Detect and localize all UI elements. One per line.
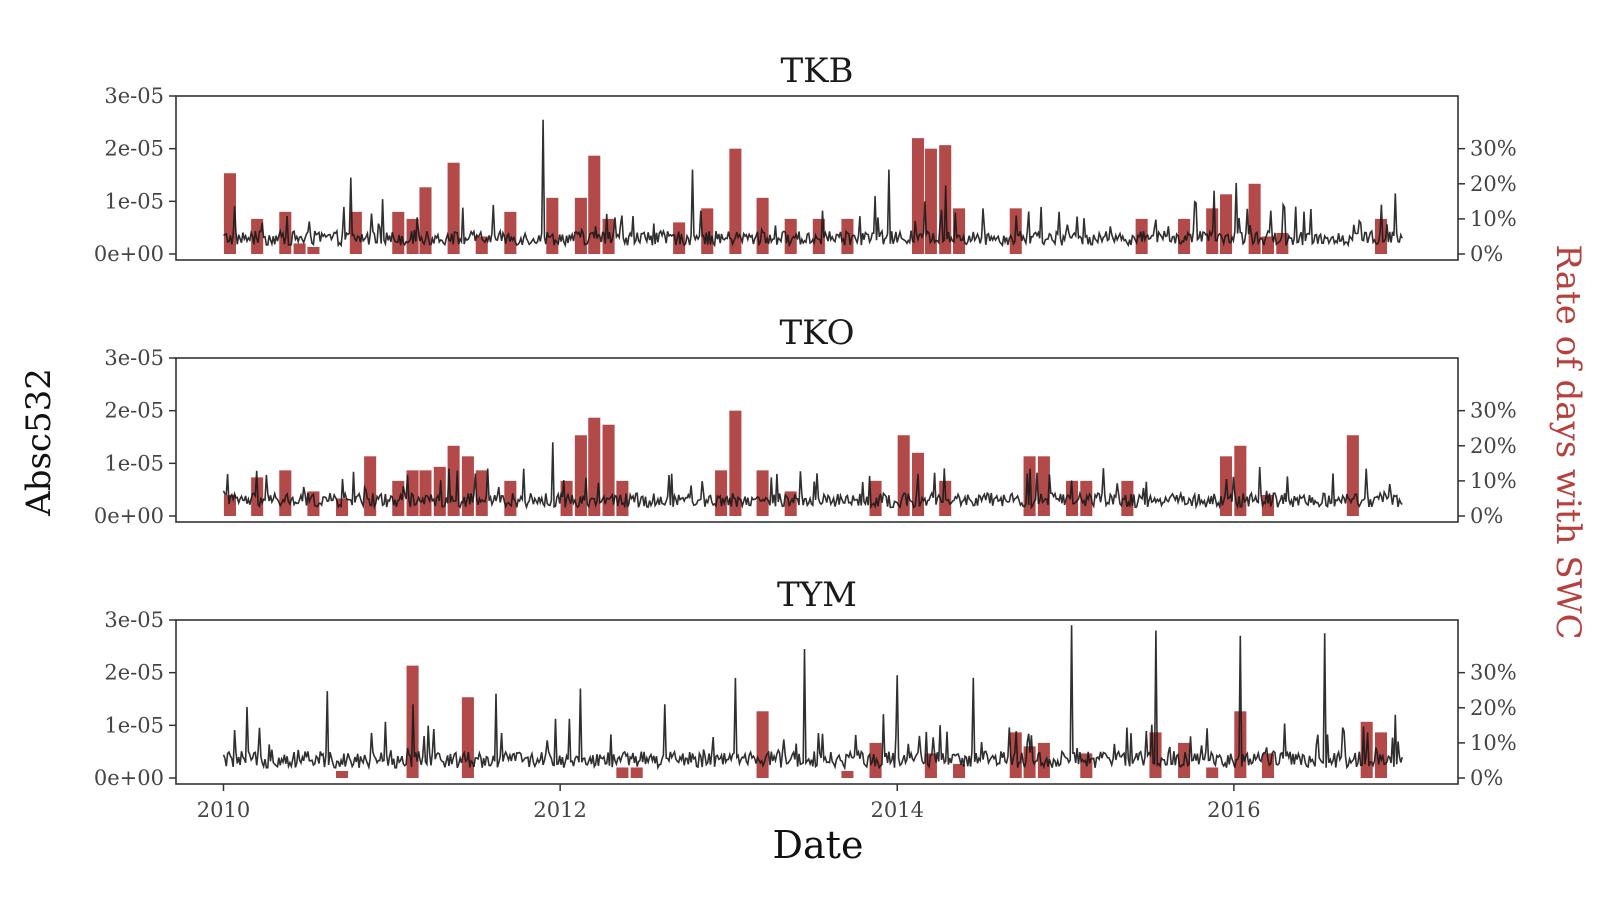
bar [461,697,474,778]
bar [715,470,728,516]
y2-tick-label: 20% [1470,172,1517,196]
bar [293,243,306,254]
y2-tick-label: 20% [1470,696,1517,720]
line-series [223,119,1403,248]
x-tick-label: 2016 [1207,798,1260,822]
bar [574,197,587,254]
y2-tick-label: 0% [1470,766,1503,790]
bar [335,770,349,778]
y-tick-label: 2e-05 [104,399,164,423]
y-tick-label: 1e-05 [104,189,164,213]
bar [279,470,292,516]
y-tick-label: 2e-05 [104,137,164,161]
y-tick-label: 0e+00 [94,504,164,528]
y-tick-label: 2e-05 [104,661,164,685]
bar [447,162,460,254]
bar [1121,480,1134,516]
x-tick-label: 2010 [197,798,250,822]
panel-frame [175,357,1459,523]
bar [756,470,769,516]
panel-title: TKB [780,51,853,91]
panel-frame [175,619,1459,785]
bar [307,246,320,254]
bar [392,211,405,254]
bar [392,480,405,516]
bar [1220,194,1233,254]
y-tick-label: 1e-05 [104,451,164,475]
y2-tick-label: 30% [1470,399,1517,423]
panel-frame [175,95,1459,261]
bar [841,770,854,778]
bar [701,208,714,254]
bar [1346,435,1359,516]
line-series [222,625,1403,771]
x-tick-label: 2012 [533,798,586,822]
bar [602,424,615,516]
y-tick-label: 3e-05 [104,346,164,370]
panel-title: TKO [779,313,854,353]
bar [419,470,432,516]
bar [1037,742,1050,778]
y-tick-label: 3e-05 [104,84,164,108]
y-tick-label: 3e-05 [104,608,164,632]
bar [869,480,882,516]
line-series [222,442,1403,510]
bar [924,148,937,254]
bar [756,711,769,778]
y2-tick-label: 0% [1470,504,1503,528]
y2-tick-label: 30% [1470,661,1517,685]
x-tick-label: 2014 [871,798,924,822]
bar [251,218,264,254]
y-tick-label: 1e-05 [104,713,164,737]
bar [1234,711,1247,778]
y2-tick-label: 30% [1470,137,1517,161]
bar [616,767,629,778]
y2-tick-label: 0% [1470,242,1503,266]
x-axis: 2010 2012 2014 2016 [197,784,1261,822]
panel-tko: TKO 0e+00 1e-05 2e-05 3e-05 0% 10% 20% 30% [94,313,1517,528]
y2-tick-label: 10% [1470,207,1517,231]
bar [1009,732,1022,778]
panel-title: TYM [777,575,857,615]
bar [952,763,966,778]
bar [335,498,349,516]
bar [546,197,559,254]
panel-tkb: TKB 0e+00 1e-05 2e-05 3e-05 0% 10% 20% 30% [94,51,1517,266]
bar [729,148,742,254]
bar [1206,767,1219,778]
bar [897,435,910,516]
bar [461,456,474,516]
secondary-y-axis-title: Rate of days with SWC [1548,244,1588,639]
bar [588,155,601,254]
bar [349,211,362,254]
y-axis-title: Absc532 [19,368,59,517]
bar [504,211,517,254]
panel-tym: TYM 0e+00 1e-05 2e-05 3e-05 0% 10% 20% 30% [94,575,1517,790]
y-tick-label: 0e+00 [94,766,164,790]
bar [729,410,742,516]
bar [630,767,643,778]
y2-tick-label: 20% [1470,434,1517,458]
x-axis-title: Date [773,823,864,867]
bar [1374,218,1388,254]
bar [616,480,629,516]
bar [784,218,797,254]
y2-tick-label: 10% [1470,731,1517,755]
y-tick-label: 0e+00 [94,242,164,266]
y2-tick-label: 10% [1470,469,1517,493]
chart-panels: TKB 0e+00 1e-05 2e-05 3e-05 0% 10% 20% 30% TKO 0e+… [94,51,1517,790]
bar [504,480,517,516]
